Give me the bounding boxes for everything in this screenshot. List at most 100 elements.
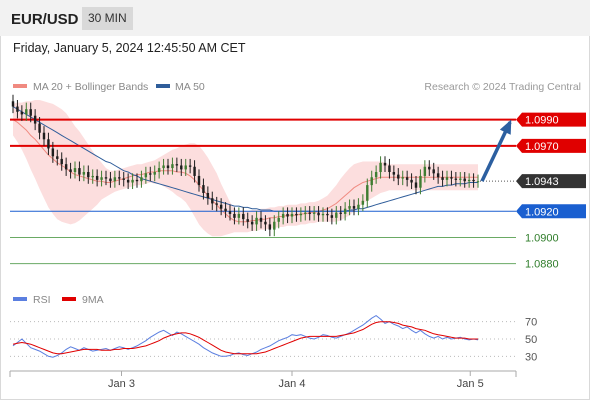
candle-body <box>149 173 152 175</box>
ma20-legend-swatch <box>13 84 27 88</box>
candle-body <box>175 164 179 166</box>
candle-body <box>113 177 117 182</box>
arrow-layer <box>480 119 512 182</box>
candles-layer <box>11 94 480 237</box>
candle-body <box>299 213 303 216</box>
candle-body <box>56 156 59 159</box>
candle-body <box>47 139 50 149</box>
candle-body <box>441 177 444 180</box>
rsi-layer: 70 50 30 <box>10 314 537 363</box>
candle-body <box>379 162 382 173</box>
x-tick-label: Jan 5 <box>457 378 484 390</box>
candle-body <box>405 177 409 180</box>
candle-body <box>290 213 294 217</box>
ma20-line <box>12 119 478 223</box>
rsi-tick-label: 50 <box>525 334 537 346</box>
candle-body <box>264 221 267 225</box>
candle-body <box>64 164 68 170</box>
x-axis-layer: Jan 3 Jan 4 Jan 5 <box>108 371 484 390</box>
candle-body <box>60 158 63 165</box>
candle-body <box>87 172 90 178</box>
candle-body <box>122 178 125 180</box>
candle-body <box>273 221 276 230</box>
candle-body <box>450 177 453 179</box>
candle-body <box>366 185 369 201</box>
candle-body <box>414 182 418 188</box>
candle-body <box>69 169 72 173</box>
candle-body <box>157 168 161 173</box>
candle-body <box>410 179 413 183</box>
candle-body <box>312 212 316 214</box>
timeframe-button[interactable]: 30 MIN <box>82 7 133 30</box>
level-label-1.0943: 1.0943 <box>525 176 559 188</box>
candle-body <box>135 179 139 182</box>
candle-body <box>445 177 449 180</box>
candle-body <box>397 174 400 179</box>
candle-body <box>16 106 19 112</box>
candle-body <box>476 181 480 183</box>
candle-body <box>206 192 210 199</box>
ma50-line <box>12 106 478 212</box>
candle-body <box>42 132 46 140</box>
candle-body <box>38 123 41 133</box>
candle-body <box>436 173 440 178</box>
candle-body <box>308 212 311 214</box>
candle-body <box>144 173 148 178</box>
candle-body <box>184 165 187 170</box>
candle-body <box>95 175 99 180</box>
ma50-legend-swatch <box>156 84 170 88</box>
candle-body <box>432 169 435 174</box>
levels-layer: 1.0990 1.0970 1.0943 1.0920 1.0900 1.0880 <box>10 112 586 271</box>
rsi-legend-swatch <box>13 297 27 301</box>
level-tag-1.0920 <box>516 204 586 219</box>
rsi-line <box>12 314 479 358</box>
ma20-legend-label: MA 20 + Bollinger Bands <box>33 81 148 93</box>
candle-body <box>370 177 373 186</box>
candle-body <box>202 185 205 193</box>
candle-body <box>454 178 458 180</box>
candle-body <box>233 213 236 218</box>
candle-body <box>162 165 165 169</box>
x-tick-label: Jan 3 <box>108 378 135 390</box>
candle-body <box>224 208 227 212</box>
candle-body <box>268 224 272 230</box>
candle-body <box>459 178 462 180</box>
candle-body <box>246 219 249 222</box>
candle-body <box>472 179 475 182</box>
candle-body <box>118 177 121 179</box>
candle-body <box>348 206 351 209</box>
credit-label: Research © 2024 Trading Central <box>424 81 581 93</box>
candle-body <box>304 212 307 214</box>
candle-body <box>25 109 28 115</box>
rsi-ma-line <box>12 321 478 355</box>
candle-body <box>295 213 298 216</box>
candle-body <box>180 165 183 170</box>
candle-body <box>361 200 365 205</box>
candle-body <box>51 148 55 157</box>
candle-body <box>281 213 285 218</box>
candle-body <box>242 213 245 220</box>
candle-body <box>237 213 241 218</box>
rsi-legend-label: RSI <box>33 294 51 306</box>
candle-body <box>423 166 427 176</box>
candle-body <box>11 101 15 107</box>
candle-body <box>317 212 320 216</box>
candle-body <box>330 215 334 218</box>
level-label-1.0880: 1.0880 <box>525 259 559 271</box>
candle-body <box>277 217 280 222</box>
candle-body <box>171 164 174 169</box>
candle-body <box>335 212 338 218</box>
level-tag-1.0970 <box>516 138 586 153</box>
candle-body <box>388 165 391 173</box>
candle-body <box>188 165 192 167</box>
candle-body <box>357 204 360 209</box>
level-label-1.0920: 1.0920 <box>525 206 559 218</box>
candle-body <box>33 115 37 124</box>
candle-body <box>401 177 404 179</box>
candle-body <box>73 168 77 173</box>
candle-body <box>211 198 214 204</box>
header-bar: EUR/USD 30 MIN <box>0 0 590 36</box>
candle-body <box>419 175 422 188</box>
candle-body <box>131 179 134 183</box>
